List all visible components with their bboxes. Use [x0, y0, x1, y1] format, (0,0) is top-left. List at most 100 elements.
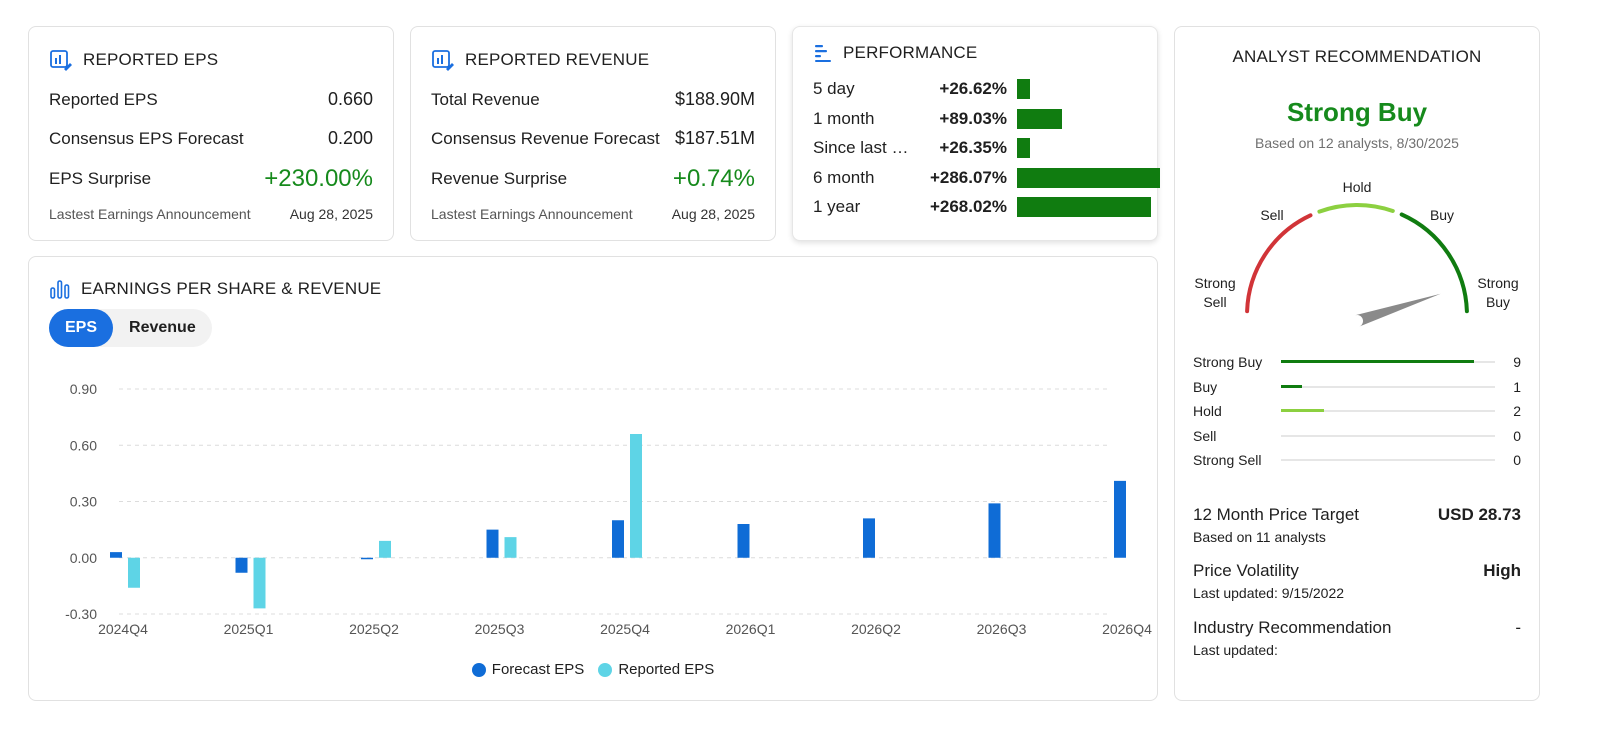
earnings-chart-card: EARNINGS PER SHARE & REVENUE EPS Revenue…: [28, 256, 1158, 701]
x-tick-label: 2024Q4: [98, 621, 148, 637]
reported-revenue-title: REPORTED REVENUE: [465, 50, 650, 69]
gauge-label-strong-sell-2: Sell: [1203, 294, 1226, 310]
performance-value: +89.03%: [939, 108, 1007, 128]
industry-block: Industry Recommendation - Last updated:: [1193, 618, 1521, 658]
gauge-label-sell: Sell: [1260, 207, 1283, 223]
gauge-arc-hold: [1317, 203, 1395, 214]
total-revenue-label: Total Revenue: [431, 89, 540, 109]
rating-row: Hold 2: [1193, 401, 1521, 421]
y-tick-label: 0.60: [70, 437, 97, 453]
performance-value: +26.35%: [939, 138, 1007, 157]
rating-row: Strong Buy 9: [1193, 352, 1521, 372]
volatility-sub: Last updated: 9/15/2022: [1193, 585, 1345, 601]
eps-footer-date: Aug 28, 2025: [289, 206, 373, 222]
earnings-chart-title: EARNINGS PER SHARE & REVENUE: [81, 279, 382, 298]
reported-eps-bar[interactable]: [128, 557, 140, 588]
price-target-value: USD 28.73: [1437, 505, 1521, 524]
performance-title: PERFORMANCE: [843, 43, 978, 62]
forecast-eps-bar[interactable]: [110, 552, 122, 558]
volatility-block: Price Volatility High Last updated: 9/15…: [1193, 561, 1521, 601]
gauge-label-strong-sell-1: Strong: [1194, 275, 1235, 291]
performance-bar: [1017, 138, 1031, 158]
performance-value: +26.62%: [939, 79, 1007, 98]
volatility-value: High: [1483, 561, 1521, 580]
recommendation-gauge: Strong Sell Sell Hold Buy Strong Buy: [1194, 179, 1519, 327]
reported-eps-title: REPORTED EPS: [83, 50, 219, 69]
performance-row: Since last e... +26.35%: [813, 136, 1031, 160]
industry-sub: Last updated:: [1193, 642, 1278, 658]
gauge-label-strong-buy-1: Strong: [1477, 275, 1518, 291]
performance-icon: [813, 43, 833, 63]
analyst-recommendation-card: ANALYST RECOMMENDATION Strong Buy Based …: [1174, 26, 1540, 701]
rating-label: Strong Sell: [1193, 452, 1262, 468]
forecast-eps-bar[interactable]: [235, 557, 248, 573]
reported-eps-bar[interactable]: [504, 537, 517, 558]
revenue-surprise-value: +0.74%: [672, 165, 755, 192]
consensus-eps-row: Consensus EPS Forecast 0.200: [49, 128, 373, 149]
y-tick-label: 0.00: [70, 550, 97, 566]
forecast-eps-bar[interactable]: [612, 520, 624, 558]
forecast-eps-bar[interactable]: [486, 529, 499, 558]
eps-footer-label: Lastest Earnings Announcement: [49, 206, 251, 222]
rating-label: Strong Buy: [1193, 354, 1263, 370]
performance-row: 5 day +26.62%: [813, 77, 1031, 101]
rating-track: [1281, 459, 1495, 461]
performance-header: PERFORMANCE: [813, 43, 977, 63]
tab-revenue[interactable]: Revenue: [129, 319, 196, 336]
reported-eps-row: Reported EPS 0.660: [49, 89, 373, 110]
analyst-title: ANALYST RECOMMENDATION: [1232, 47, 1482, 66]
rating-count: 1: [1513, 378, 1521, 395]
tab-eps[interactable]: EPS: [49, 309, 114, 347]
revenue-surprise-row: Revenue Surprise +0.74%: [431, 165, 755, 193]
x-tick-label: 2026Q2: [851, 621, 901, 637]
rating-row: Sell 0: [1193, 426, 1521, 446]
rating-count: 0: [1513, 452, 1521, 468]
earnings-chart-header: EARNINGS PER SHARE & REVENUE: [49, 279, 381, 299]
legend-reported-label: Reported EPS: [618, 661, 715, 678]
forecast-eps-bar[interactable]: [737, 524, 750, 558]
reported-eps-bar[interactable]: [379, 540, 391, 558]
x-tick-label: 2025Q3: [475, 621, 525, 637]
y-tick-label: -0.30: [65, 606, 97, 622]
consensus-eps-label: Consensus EPS Forecast: [49, 128, 244, 148]
industry-label: Industry Recommendation: [1193, 618, 1392, 637]
reported-eps-bar[interactable]: [630, 434, 642, 558]
gauge-label-hold: Hold: [1343, 179, 1372, 195]
eps-surprise-label: EPS Surprise: [49, 169, 152, 188]
rating-label: Hold: [1193, 403, 1222, 419]
total-revenue-row: Total Revenue $188.90M: [431, 89, 755, 110]
rating-count: 0: [1513, 427, 1521, 444]
gauge-arc-buy: [1399, 212, 1469, 314]
revenue-surprise-label: Revenue Surprise: [431, 169, 568, 188]
volatility-label: Price Volatility: [1193, 561, 1299, 580]
legend-forecast-label: Forecast EPS: [491, 661, 585, 678]
rating-track: [1281, 409, 1495, 412]
y-tick-label: 0.90: [70, 381, 97, 397]
forecast-eps-bar[interactable]: [1114, 480, 1126, 558]
rating-track: [1281, 434, 1495, 437]
legend-item-reported[interactable]: Reported EPS: [598, 661, 714, 678]
performance-value: +268.02%: [929, 197, 1007, 216]
forecast-eps-bar[interactable]: [988, 503, 1001, 558]
performance-bar: [1017, 79, 1031, 99]
revenue-footer: Lastest Earnings Announcement Aug 28, 20…: [431, 206, 755, 222]
performance-bar: [1017, 108, 1062, 129]
analyst-rating: Strong Buy: [1286, 97, 1428, 127]
x-tick-label: 2026Q4: [1102, 621, 1152, 637]
consensus-revenue-row: Consensus Revenue Forecast $187.51M: [431, 128, 755, 149]
gauge-arc-sell: [1245, 213, 1313, 314]
performance-period: 1 month: [813, 108, 875, 128]
reported-revenue-card: REPORTED REVENUE Total Revenue $188.90M …: [410, 26, 776, 241]
reported-eps-label: Reported EPS: [49, 89, 158, 109]
reported-eps-header: REPORTED EPS: [49, 49, 218, 71]
forecast-eps-bar[interactable]: [863, 518, 875, 558]
report-chart-icon: [49, 49, 73, 71]
forecast-eps-bar[interactable]: [361, 557, 373, 560]
legend-item-forecast[interactable]: Forecast EPS: [471, 661, 585, 678]
performance-bar: [1017, 197, 1151, 217]
forecast-legend-dot: [471, 662, 486, 677]
reported-eps-bar[interactable]: [253, 557, 266, 609]
reported-eps-value: 0.660: [327, 89, 373, 109]
x-tick-label: 2026Q1: [726, 621, 776, 637]
